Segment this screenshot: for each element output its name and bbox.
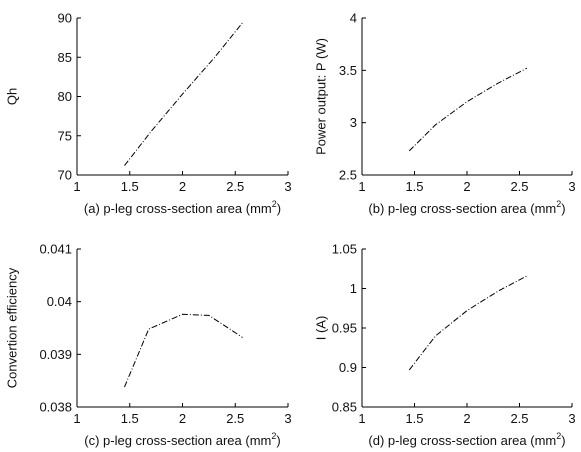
series-line	[124, 313, 243, 388]
x-tick-label: 2.5	[226, 179, 244, 194]
x-tick-label: 2.5	[226, 411, 244, 426]
x-axis-label-main: (a) p-leg cross-section area (mm	[84, 201, 272, 216]
x-axis-label: (b) p-leg cross-section area (mm2)	[368, 199, 565, 216]
x-tick-label: 2.5	[510, 179, 528, 194]
chart-panel-1: 1 1.5 2 2.5 3 70 75 80 85 90 Qh (a) p-leg cross-sec…	[4, 11, 291, 217]
chart-panel-2: 1 1.5 2 2.5 3 2.5 3 3.5 4 Power output: P (W) (b) …	[313, 11, 575, 217]
x-tick-label: 2.5	[510, 411, 528, 426]
x-tick-label: 2	[463, 411, 470, 426]
x-axis-label: (c) p-leg cross-section area (mm2)	[84, 431, 280, 448]
x-tick-label: 1.5	[405, 179, 423, 194]
y-axis-label: I (A)	[313, 316, 328, 341]
y-tick-label: 0.041	[39, 242, 72, 257]
y-tick-label: 75	[58, 128, 72, 143]
y-tick-label: 80	[58, 89, 72, 104]
y-tick-label: 0.039	[39, 347, 72, 362]
x-axis-label-main: (c) p-leg cross-section area (mm	[84, 433, 271, 448]
y-axis-label: Convertion efficiency	[4, 267, 19, 388]
x-tick-label: 1	[73, 411, 80, 426]
y-tick-label: 0.85	[332, 400, 357, 415]
y-axis-label: Qh	[4, 88, 19, 105]
x-tick-label: 2	[179, 411, 186, 426]
chart-panel-3: 1 1.5 2 2.5 3 0.038 0.039 0.04 0.041 Convertion e…	[4, 242, 291, 449]
x-tick-label: 1	[358, 411, 365, 426]
x-axis-label-superscript: 2	[272, 199, 277, 209]
x-axis-label-superscript: 2	[556, 431, 561, 441]
x-tick-label: 1	[358, 179, 365, 194]
x-axis-label: (d) p-leg cross-section area (mm2)	[368, 431, 565, 448]
x-tick-label: 3	[568, 411, 575, 426]
y-tick-label: 0.95	[332, 321, 357, 336]
x-tick-label: 1	[73, 179, 80, 194]
y-tick-label: 0.04	[47, 294, 72, 309]
x-axis-label-end: )	[276, 433, 280, 448]
x-axis-label-end: )	[277, 201, 281, 216]
y-tick-label: 0.038	[39, 400, 72, 415]
y-tick-label: 1.05	[332, 242, 357, 257]
y-tick-label: 4	[350, 11, 357, 26]
y-axis-label: Power output: P (W)	[313, 38, 328, 155]
x-tick-label: 2	[179, 179, 186, 194]
x-axis-label-superscript: 2	[556, 199, 561, 209]
x-tick-label: 3	[284, 179, 291, 194]
y-tick-label: 2.5	[339, 168, 357, 183]
series-line	[124, 22, 243, 166]
y-tick-label: 1	[350, 281, 357, 296]
y-tick-label: 85	[58, 50, 72, 65]
y-tick-label: 70	[58, 168, 72, 183]
x-axis-label-main: (d) p-leg cross-section area (mm	[368, 433, 556, 448]
x-tick-label: 1.5	[405, 411, 423, 426]
series-line	[408, 67, 528, 152]
x-axis-label-main: (b) p-leg cross-section area (mm	[368, 201, 556, 216]
series-line	[408, 275, 528, 371]
x-tick-label: 3	[284, 411, 291, 426]
x-tick-label: 2	[463, 179, 470, 194]
y-tick-label: 90	[58, 11, 72, 26]
x-axis-label-end: )	[561, 201, 565, 216]
chart-panel-4: 1 1.5 2 2.5 3 0.85 0.9 0.95 1 1.05 I (A) (d) p-leg …	[313, 242, 575, 449]
x-tick-label: 3	[568, 179, 575, 194]
x-axis-label-end: )	[561, 433, 565, 448]
x-axis-label-superscript: 2	[271, 431, 276, 441]
x-tick-label: 1.5	[121, 179, 139, 194]
x-tick-label: 1.5	[121, 411, 139, 426]
y-tick-label: 3	[350, 115, 357, 130]
y-tick-label: 3.5	[339, 63, 357, 78]
y-tick-label: 0.9	[339, 360, 357, 375]
x-axis-label: (a) p-leg cross-section area (mm2)	[84, 199, 281, 216]
